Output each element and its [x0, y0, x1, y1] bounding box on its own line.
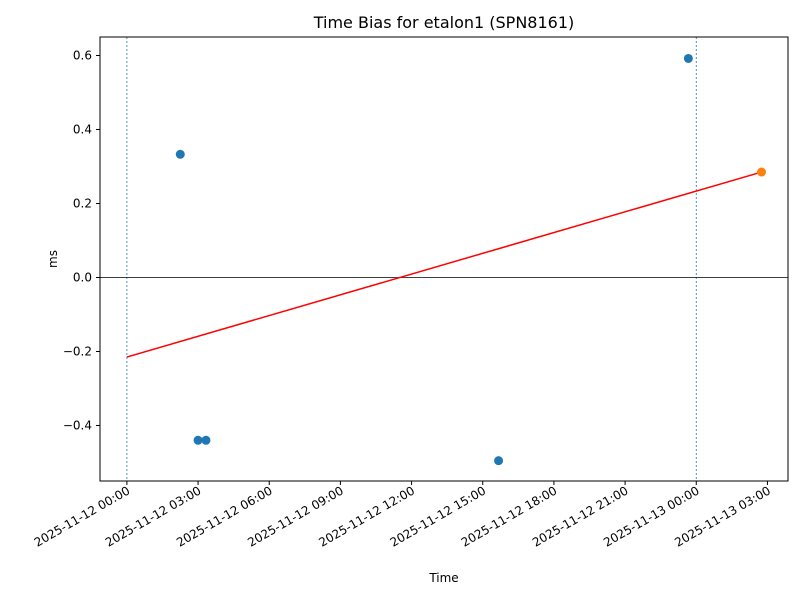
data-point	[494, 456, 504, 466]
data-point	[193, 435, 203, 445]
data-point	[175, 149, 185, 159]
y-tick-label: 0.6	[73, 49, 92, 63]
data-point	[201, 435, 211, 445]
y-tick-label: 0.4	[73, 123, 92, 137]
y-tick-label: −0.4	[63, 419, 92, 433]
y-tick-label: 0.0	[73, 271, 92, 285]
x-axis-label: Time	[428, 571, 458, 585]
y-tick-label: 0.2	[73, 197, 92, 211]
chart-title: Time Bias for etalon1 (SPN8161)	[313, 13, 575, 32]
data-point	[683, 53, 693, 63]
axes-frame	[99, 36, 789, 482]
y-tick-label: −0.2	[63, 345, 92, 359]
trend-line	[126, 171, 762, 358]
highlight-data-point	[757, 167, 767, 177]
y-axis-label: ms	[46, 250, 60, 268]
plot-area	[100, 37, 788, 481]
